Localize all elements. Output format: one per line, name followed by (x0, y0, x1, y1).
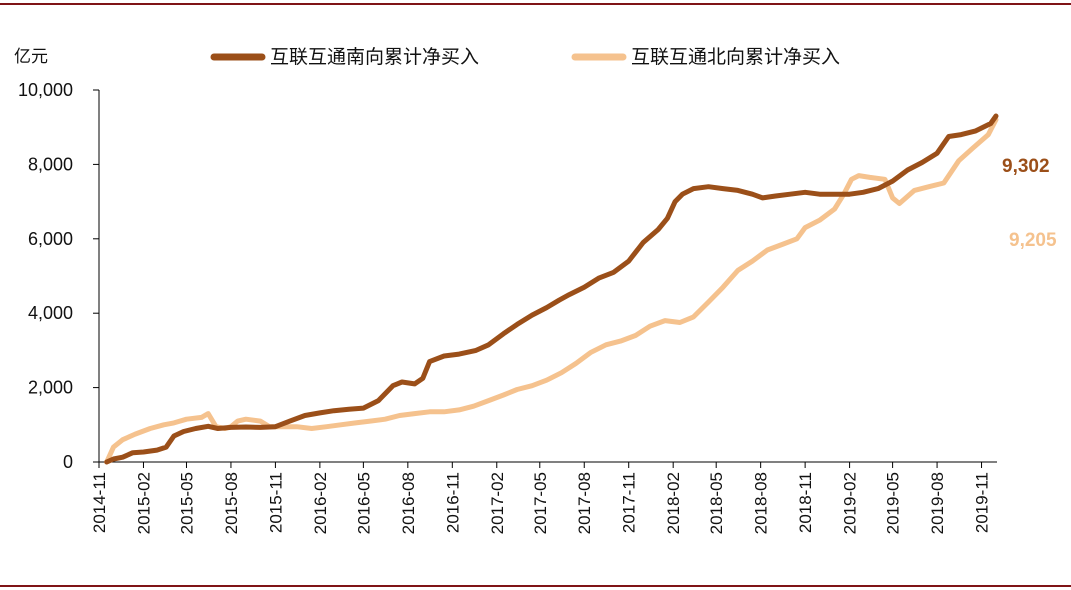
x-tick-label: 2017-05 (531, 472, 550, 534)
x-tick-label: 2017-08 (575, 472, 594, 534)
x-tick-label: 2017-11 (620, 472, 639, 533)
y-tick-label: 4,000 (28, 303, 73, 323)
x-tick-label: 2015-02 (134, 472, 153, 534)
x-tick-label: 2014-11 (90, 472, 109, 533)
x-tick-label: 2015-05 (177, 472, 196, 534)
x-tick-label: 2015-08 (222, 472, 241, 534)
end-labels: 9,302 9,205 (1002, 156, 1057, 251)
series-line-southbound (104, 113, 999, 465)
legend-label-southbound: 互联互通南向累计净买入 (270, 46, 479, 68)
y-tick-label: 10,000 (18, 80, 73, 100)
y-axis-unit-label: 亿元 (14, 47, 48, 67)
legend-label-northbound: 互联互通北向累计净买入 (631, 46, 840, 68)
y-tick-label: 6,000 (28, 229, 73, 249)
x-tick-label: 2016-05 (354, 472, 373, 534)
x-tick-label: 2018-11 (796, 472, 815, 533)
end-label-northbound: 9,205 (1009, 230, 1057, 251)
x-tick-label: 2015-11 (266, 472, 285, 533)
x-tick-label: 2018-02 (664, 472, 683, 534)
y-tick-label: 2,000 (28, 378, 73, 398)
x-tick-label: 2019-05 (884, 472, 903, 534)
bottom-border-line (0, 585, 1071, 587)
legend: 互联互通南向累计净买入 互联互通北向累计净买入 (210, 46, 840, 68)
x-tick-label: 2019-11 (973, 472, 992, 533)
x-axis: 2014-11 2015-02 2015-05 2015-08 2015-11 2016-… (90, 461, 997, 534)
x-tick-label: 2017-02 (488, 472, 507, 534)
x-tick-label: 2016-11 (443, 472, 462, 533)
x-tick-label: 2016-08 (399, 472, 418, 534)
x-tick-label: 2019-02 (841, 472, 860, 534)
y-tick-label: 8,000 (28, 154, 73, 174)
top-border-line (0, 3, 1071, 5)
x-tick-label: 2019-08 (928, 472, 947, 534)
x-tick-label: 2018-08 (752, 472, 771, 534)
series-layer (104, 113, 999, 465)
end-label-southbound: 9,302 (1002, 156, 1050, 177)
y-tick-label: 0 (63, 452, 73, 472)
x-tick-label: 2018-05 (707, 472, 726, 534)
x-tick-label: 2016-02 (311, 472, 330, 534)
y-axis: 0 2,000 4,000 6,000 8,000 10,000 (18, 80, 100, 472)
series-line-northbound (104, 117, 999, 465)
